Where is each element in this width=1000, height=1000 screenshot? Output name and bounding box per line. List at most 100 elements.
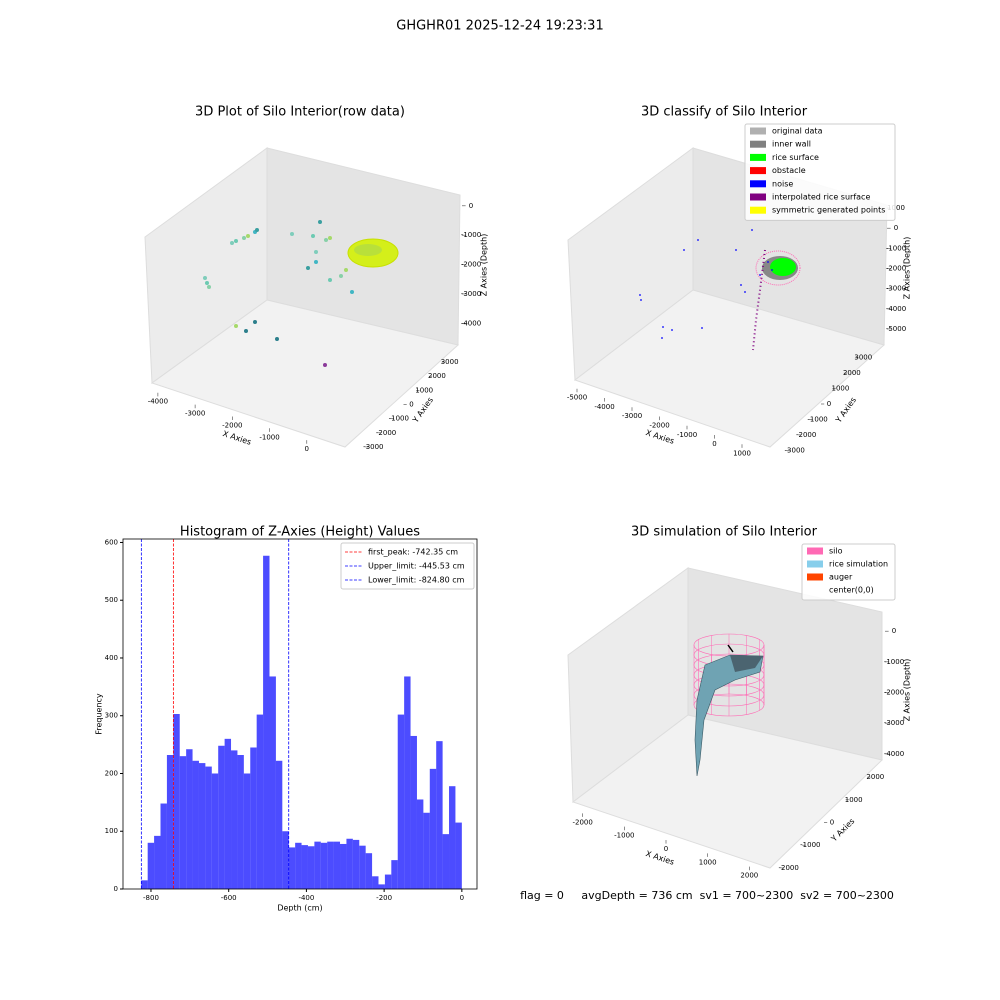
y-tick-label: -1000 [807,415,827,423]
z-tick-label: -4000 [884,750,904,758]
panel-title: 3D classify of Silo Interior [641,105,808,120]
bar [269,676,276,889]
scatter-point [350,290,354,294]
pane [571,714,884,869]
y-tick-label: -3000 [363,443,383,451]
y-tick-label: 0 [830,819,834,827]
y-tick-label: -1000 [800,841,820,849]
y-tick-label: 3000 [441,358,459,366]
scatter-point [671,329,673,331]
scatter-point [735,249,737,251]
panel-title: 3D simulation of Silo Interior [631,525,818,540]
bar [211,773,219,889]
scatter-point [234,324,238,328]
x-tick-label: -400 [298,894,314,902]
bar [263,555,270,889]
x-tick-label: -2000 [572,818,592,826]
z-tick-label: -5000 [886,325,906,333]
histogram: -800 -600 -400 -200 0 0 100 200 300 400 500 600 Dept… [95,525,478,913]
legend-label: Upper_limit: -445.53 cm [368,562,465,571]
scatter-point [203,276,207,280]
bar [198,763,206,889]
legend-swatch [750,193,766,201]
x-tick-label: -600 [221,894,237,902]
z-tick-label: -3000 [886,285,906,293]
bar [154,835,161,889]
bar [141,880,148,889]
scatter-point [344,268,348,272]
z-tick-label: 1000 [887,204,905,212]
bar [455,822,462,889]
axes-frame [122,538,478,890]
legend-swatch [807,547,823,555]
z-tick-label: 0 [469,202,473,210]
legend-label: rice surface [772,153,819,162]
bar [314,841,321,889]
y-tick-label: 0 [827,400,831,408]
bar [352,839,360,889]
figure-title: GHGHR01 2025-12-24 19:23:31 [396,19,603,34]
x-tick-label: -1000 [614,832,634,840]
scatter-point [207,285,211,289]
scatter-point [639,294,641,296]
panel-title: Histogram of Z-Axies (Height) Values [180,525,420,540]
z-tick-label: -2000 [886,265,906,273]
scatter-point [318,220,322,224]
scatter-point [314,250,318,254]
legend-label: center(0,0) [829,586,874,595]
auger [727,644,734,653]
scatter-point [759,274,761,276]
scatter-point [697,239,699,241]
legend-label: noise [772,179,793,188]
bar [295,842,302,889]
y-tick-label: -2000 [376,429,396,437]
y-tick-label: 3000 [854,354,872,362]
torus-hole [354,244,382,256]
scatter-point [246,234,250,238]
bar [307,846,315,889]
rice-surface [694,654,764,777]
bar [404,676,411,889]
bar [147,842,155,889]
scatter-point [744,291,746,293]
noise-column [752,249,766,351]
x-axis-label: Depth (cm) [277,904,322,913]
scatter-point [339,274,343,278]
x-tick-label: -2000 [222,421,242,429]
bar [340,843,347,889]
x-tick-label: -800 [143,894,159,902]
x-tick-label: 1000 [699,858,717,866]
x-tick-label: -3000 [622,412,642,420]
x-tick-label: 0 [305,445,309,453]
y-tick-label: 2000 [843,369,861,377]
z-tick-label: -1000 [461,231,481,239]
z-tick-label: -2000 [884,689,904,697]
bar [179,756,187,889]
y-tick-label: 300 [105,712,118,720]
y-tick-label: 200 [105,769,118,777]
bar [372,876,379,889]
bar [256,714,264,889]
bar [449,786,456,889]
z-axis-label: Z Axies (Depth) [903,659,912,722]
legend-swatch [750,180,766,188]
x-tick-label: -2000 [649,422,669,430]
scatter-point [683,249,685,251]
legend-swatch [750,140,766,148]
scatter-point [767,261,769,263]
bar [429,768,437,889]
x-tick-label: -4000 [148,398,168,406]
y-tick-label: 1000 [845,796,863,804]
bar [327,841,334,889]
bar [359,845,366,889]
bar [442,834,450,889]
bar [436,741,443,889]
legend-swatch [750,153,766,161]
y-tick-label: 400 [105,654,118,662]
footer: flag = 0 avgDepth = 736 cm sv1 = 700~230… [520,889,894,902]
scatter-point [306,266,310,270]
legend-label: first_peak: -742.35 cm [368,548,458,557]
bar [346,838,353,889]
